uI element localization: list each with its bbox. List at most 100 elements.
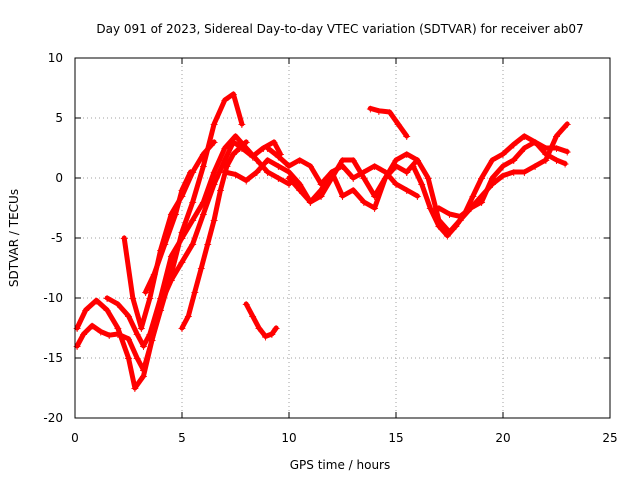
data-point: + xyxy=(413,154,422,167)
data-point: + xyxy=(443,230,452,243)
series-line xyxy=(74,91,245,373)
data-point: + xyxy=(209,136,218,149)
data-point: + xyxy=(276,148,285,161)
data-point: + xyxy=(141,286,150,299)
data-point: + xyxy=(563,118,572,131)
data-point: + xyxy=(242,136,251,149)
data-point: + xyxy=(203,238,212,251)
data-point: + xyxy=(338,160,347,173)
data-point: + xyxy=(306,160,315,173)
data-point: + xyxy=(349,184,358,197)
data-point: + xyxy=(274,172,283,185)
data-point: + xyxy=(177,226,186,239)
data-point: + xyxy=(231,168,240,181)
data-point: + xyxy=(541,154,550,167)
data-point: + xyxy=(391,178,400,191)
data-point: + xyxy=(259,142,268,155)
data-point: + xyxy=(113,322,122,335)
data-point: + xyxy=(370,160,379,173)
data-point: + xyxy=(327,172,336,185)
data-point: + xyxy=(160,238,169,251)
data-point: + xyxy=(220,154,229,167)
x-tick-label: 5 xyxy=(178,431,186,445)
data-point: + xyxy=(222,160,231,173)
data-point: + xyxy=(284,166,293,179)
series-track-k: + + +++ xyxy=(366,102,412,143)
data-point: + xyxy=(130,382,139,395)
data-point: + xyxy=(237,118,246,131)
data-point: + xyxy=(199,148,208,161)
data-point: + xyxy=(338,190,347,203)
data-point: + xyxy=(374,105,383,118)
y-tick-label: -15 xyxy=(43,351,63,365)
x-tick-label: 20 xyxy=(495,431,510,445)
data-point: + xyxy=(520,130,529,143)
data-point: + xyxy=(391,154,400,167)
series-track-e: ++++++ xyxy=(141,166,195,299)
data-point: + xyxy=(413,190,422,203)
series-line xyxy=(143,169,194,295)
data-point: + xyxy=(124,352,133,365)
data-point: + xyxy=(177,322,186,335)
data-point: + xyxy=(235,142,244,155)
data-point: + xyxy=(498,170,507,183)
data-point: + xyxy=(530,136,539,149)
data-point: + xyxy=(252,166,261,179)
series-line xyxy=(367,105,410,139)
data-point: + xyxy=(338,154,347,167)
data-point: + xyxy=(79,328,88,341)
data-point: + xyxy=(242,142,251,155)
data-point: + xyxy=(509,166,518,179)
data-point: + xyxy=(145,292,154,305)
y-tick-label: -20 xyxy=(43,411,63,425)
data-point: + xyxy=(113,328,122,341)
data-point: + xyxy=(306,196,315,209)
data-point: + xyxy=(120,232,129,245)
data-point: + xyxy=(349,172,358,185)
data-point: + xyxy=(316,190,325,203)
data-point: + xyxy=(295,154,304,167)
data-point: + xyxy=(177,256,186,269)
data-point: + xyxy=(197,262,206,275)
data-point: + xyxy=(359,196,368,209)
data-point: + xyxy=(274,160,283,173)
data-point: + xyxy=(263,142,272,155)
y-tick-label: 5 xyxy=(55,111,63,125)
data-point: + xyxy=(445,208,454,221)
y-axis-label: SDTVAR / TECUs xyxy=(7,189,21,287)
data-point: + xyxy=(92,294,101,307)
data-point: + xyxy=(530,160,539,173)
data-point: + xyxy=(488,172,497,185)
data-point: + xyxy=(73,340,82,353)
series-track-n: + + +++++ + + + +++ xyxy=(434,118,572,223)
data-point: + xyxy=(468,190,477,203)
series-line xyxy=(265,145,420,199)
data-point: + xyxy=(423,172,432,185)
data-point: + xyxy=(113,298,122,311)
data-point: + xyxy=(359,166,368,179)
data-point: + xyxy=(167,268,176,281)
data-point: + xyxy=(498,160,507,173)
series-track-i: +++ + +++ ++ + + ++ + + xyxy=(263,142,422,203)
series-line xyxy=(179,139,249,331)
data-point: + xyxy=(167,208,176,221)
data-point: + xyxy=(209,166,218,179)
series-line xyxy=(104,133,292,349)
series-track-g: ++++++ xyxy=(242,298,281,343)
data-point: + xyxy=(199,196,208,209)
data-point: + xyxy=(552,130,561,143)
data-point: + xyxy=(139,364,148,377)
data-point: + xyxy=(434,220,443,233)
data-point: + xyxy=(124,310,133,323)
data-point: + xyxy=(381,172,390,185)
data-point: + xyxy=(272,322,281,335)
data-point: + xyxy=(96,326,105,339)
data-point: + xyxy=(199,160,208,173)
series-line xyxy=(410,133,568,239)
data-point: + xyxy=(102,292,111,305)
data-point: + xyxy=(263,154,272,167)
series-line xyxy=(286,151,420,205)
series-line xyxy=(222,157,410,211)
data-point: + xyxy=(73,322,82,335)
data-point: + xyxy=(327,166,336,179)
